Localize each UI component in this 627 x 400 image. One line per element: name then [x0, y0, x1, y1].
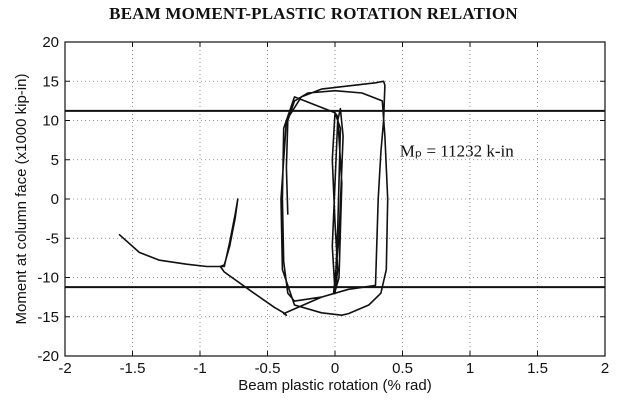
- y-tick-label: 0: [51, 191, 59, 208]
- x-tick-label: 1.5: [527, 360, 548, 377]
- y-tick-label: 20: [42, 34, 59, 51]
- x-tick-label: -0.5: [255, 360, 281, 377]
- x-tick-label: 0: [331, 360, 339, 377]
- y-tick-label: -20: [37, 348, 59, 365]
- y-tick-label: -5: [46, 230, 59, 247]
- chart-title: BEAM MOMENT-PLASTIC ROTATION RELATION: [109, 4, 518, 23]
- y-tick-label: 5: [51, 152, 59, 169]
- x-tick-label: -1: [193, 360, 206, 377]
- data-layer: [65, 80, 605, 316]
- x-tick-label: 2: [601, 360, 609, 377]
- x-tick-label: 1: [466, 360, 474, 377]
- x-tick-label: 0.5: [392, 360, 413, 377]
- y-tick-label: 10: [42, 113, 59, 130]
- x-tick-label: -2: [58, 360, 71, 377]
- annotation-label: Mₚ = 11232 k-in: [400, 142, 514, 161]
- x-axis-title: Beam plastic rotation (% rad): [238, 377, 431, 394]
- y-tick-label: 15: [42, 73, 59, 90]
- x-tick-label: -1.5: [120, 360, 146, 377]
- y-axis-title: Moment at column face (x1000 kip-in): [13, 74, 30, 325]
- hysteresis-curve: [118, 80, 389, 316]
- tick-layer: -2 -1.5 -1 -0.5 0 0.5 1 1.5 2 -20 -15 -10 -5 0 5 10 15 20: [37, 34, 609, 377]
- y-tick-label: -10: [37, 270, 59, 287]
- y-tick-label: -15: [37, 309, 59, 326]
